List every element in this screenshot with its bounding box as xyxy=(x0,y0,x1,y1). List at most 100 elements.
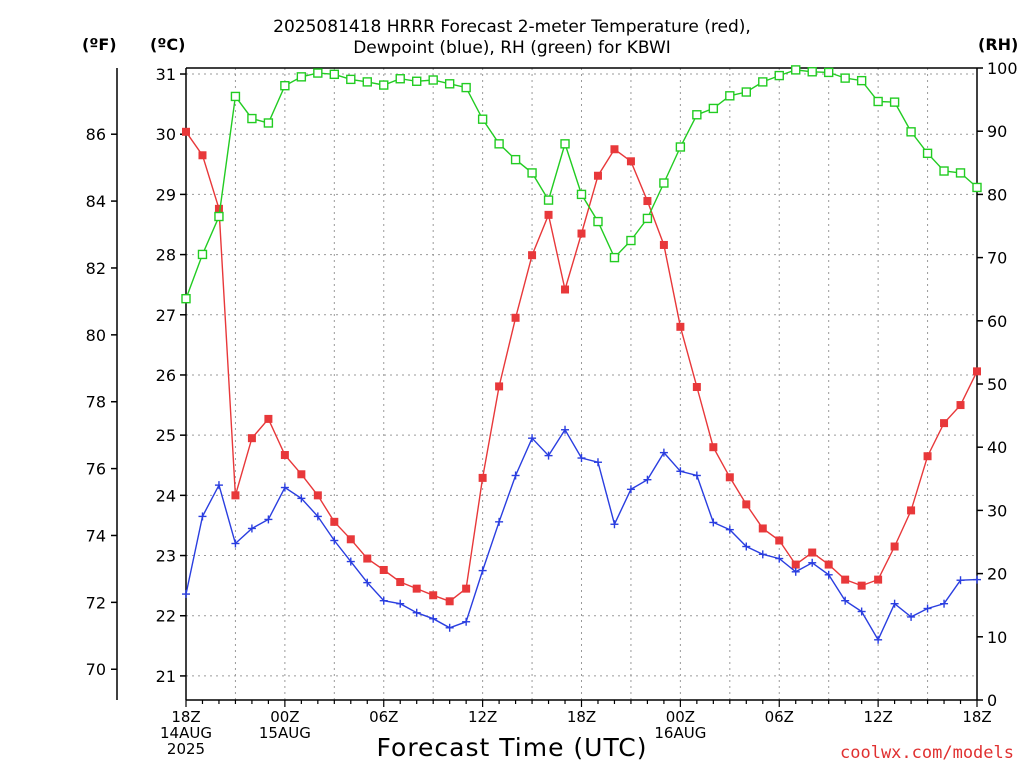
dewpoint-point xyxy=(264,515,273,524)
rh-point xyxy=(609,252,620,263)
temperature-point xyxy=(659,240,668,249)
rh-tick-label: 40 xyxy=(987,438,1007,457)
dewpoint-point xyxy=(363,578,372,587)
dewpoint-point xyxy=(626,485,635,494)
dewpoint-point xyxy=(544,451,553,460)
dewpoint-point xyxy=(313,512,322,521)
rh-point xyxy=(741,87,751,97)
fahrenheit-tick-label: 78 xyxy=(86,393,106,412)
temperature-point xyxy=(462,584,471,593)
dewpoint-point xyxy=(956,576,965,585)
celsius-tick-label: 22 xyxy=(156,607,176,626)
dewpoint-point xyxy=(346,557,355,566)
dewpoint-point xyxy=(857,607,866,616)
temperature-point xyxy=(593,171,602,180)
dewpoint-point xyxy=(577,454,586,463)
temperature-point xyxy=(890,542,899,551)
temperature-point xyxy=(791,560,800,569)
dewpoint-point xyxy=(874,635,883,644)
rh-point xyxy=(889,97,900,107)
rh-point xyxy=(428,75,438,85)
rh-tick-label: 0 xyxy=(987,691,997,710)
dewpoint-point xyxy=(214,481,223,490)
rh-point xyxy=(873,96,883,107)
temperature-point xyxy=(297,470,306,479)
chart-title-line-1: 2025081418 HRRR Forecast 2-meter Tempera… xyxy=(273,17,751,37)
temperature-point xyxy=(643,197,652,206)
celsius-tick-label: 23 xyxy=(156,547,176,566)
x-axis-title: Forecast Time (UTC) xyxy=(376,733,648,762)
celsius-tick-label: 25 xyxy=(156,426,176,445)
x-tick-label: 15AUG xyxy=(259,724,311,742)
fahrenheit-tick-label: 86 xyxy=(86,125,106,144)
rh-tick-label: 70 xyxy=(987,249,1007,268)
temperature-point xyxy=(857,581,866,590)
temperature-point xyxy=(742,500,751,509)
temperature-point xyxy=(511,313,520,322)
rh-point xyxy=(477,114,488,124)
dewpoint-point xyxy=(280,483,289,492)
dewpoint-point xyxy=(198,512,207,521)
x-tick-label: 12Z xyxy=(468,708,497,726)
dewpoint-point xyxy=(659,448,668,457)
temperature-point xyxy=(923,452,932,461)
credit-link[interactable]: coolwx.com/models xyxy=(840,743,1014,763)
rh-point xyxy=(576,189,587,200)
rh-point xyxy=(856,75,867,86)
dewpoint-point xyxy=(643,475,652,484)
rh-point xyxy=(527,168,537,178)
dewpoint-point xyxy=(742,542,751,551)
temperature-point xyxy=(725,473,734,482)
dewpoint-point xyxy=(396,599,405,608)
fahrenheit-tick-label: 74 xyxy=(86,526,106,545)
dewpoint-point xyxy=(791,567,800,576)
rh-point xyxy=(263,118,274,128)
x-tick-label: 00Z xyxy=(270,708,299,726)
dewpoint-point xyxy=(247,524,256,533)
dewpoint-point xyxy=(297,494,306,503)
rh-point xyxy=(346,74,356,85)
fahrenheit-axis-unit: (ºF) xyxy=(82,35,117,54)
x-tick-label: 06Z xyxy=(765,708,794,726)
rh-point xyxy=(626,235,636,246)
temperature-point xyxy=(973,367,981,376)
dewpoint-point xyxy=(692,471,701,480)
fahrenheit-tick-label: 80 xyxy=(86,326,106,345)
rh-point xyxy=(659,178,669,188)
rh-point xyxy=(444,79,455,89)
rh-point xyxy=(692,110,702,120)
celsius-tick-label: 31 xyxy=(156,65,176,84)
x-tick-label: 12Z xyxy=(863,708,892,726)
temperature-point xyxy=(709,443,718,452)
temperature-point xyxy=(445,597,454,606)
celsius-tick-label: 29 xyxy=(156,185,176,204)
dewpoint-point xyxy=(561,425,570,434)
temperature-point xyxy=(379,565,388,574)
temperature-point xyxy=(247,434,256,443)
rh-tick-label: 50 xyxy=(987,375,1007,394)
rh-point xyxy=(230,91,241,102)
dewpoint-point xyxy=(973,575,981,584)
rh-point xyxy=(642,213,653,224)
temperature-point xyxy=(626,157,635,166)
rh-point xyxy=(823,67,834,78)
rh-point xyxy=(922,148,933,159)
fahrenheit-tick-label: 72 xyxy=(86,593,106,612)
temperature-point xyxy=(577,229,586,238)
temperature-point xyxy=(429,591,438,600)
dewpoint-point xyxy=(890,599,899,608)
temperature-point xyxy=(495,382,504,391)
rh-point xyxy=(461,82,471,93)
dewpoint-point xyxy=(709,518,718,527)
temperature-point xyxy=(824,560,833,569)
rh-point xyxy=(972,182,982,193)
temperature-point xyxy=(956,401,965,410)
x-tick-label: 14AUG xyxy=(160,724,212,742)
temperature-point xyxy=(940,419,949,428)
rh-point xyxy=(774,70,784,81)
temperature-point xyxy=(182,127,190,136)
rh-point xyxy=(313,68,323,78)
rh-point xyxy=(939,166,949,176)
x-tick-label: 06Z xyxy=(369,708,398,726)
rh-point xyxy=(362,77,372,87)
